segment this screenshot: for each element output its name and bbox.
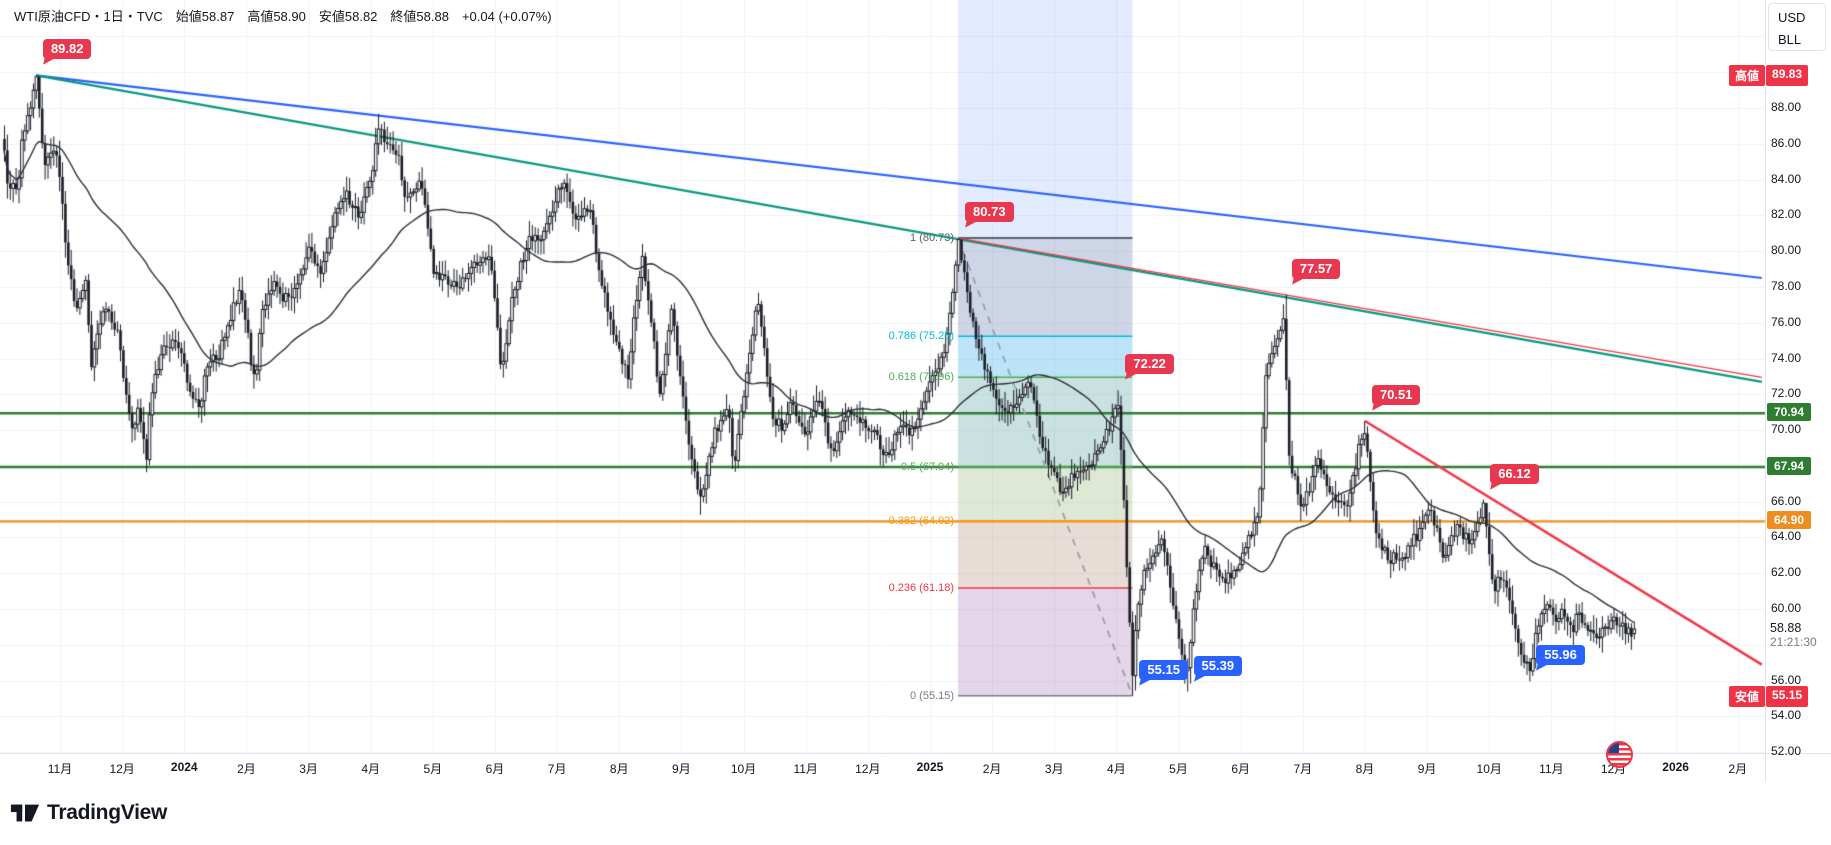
time-tick-label[interactable]: 11月 bbox=[793, 762, 818, 776]
price-tick-label[interactable]: 78.00 bbox=[1771, 278, 1802, 293]
time-tick-label[interactable]: 9月 bbox=[672, 762, 691, 776]
time-tick-label[interactable]: 5月 bbox=[1169, 762, 1188, 776]
axis-price-box-67.94: 67.94 bbox=[1767, 456, 1812, 475]
time-tick-label[interactable]: 3月 bbox=[299, 762, 318, 776]
price-tick-label[interactable]: 54.00 bbox=[1771, 708, 1802, 723]
price-callout-55.96[interactable]: 55.96 bbox=[1536, 645, 1585, 674]
time-tick-label[interactable]: 10月 bbox=[730, 762, 757, 776]
time-tick-label[interactable]: 8月 bbox=[1355, 762, 1375, 776]
symbol-title[interactable]: WTI原油CFD・1日・TVC bbox=[14, 9, 163, 24]
ohlc-low: 安値58.82 bbox=[318, 9, 378, 24]
time-tick-label[interactable]: 4月 bbox=[1107, 762, 1126, 776]
price-callout-55.15[interactable]: 55.15 bbox=[1139, 659, 1188, 688]
price-tick-label[interactable]: 72.00 bbox=[1771, 386, 1802, 401]
axis-price-box-64.90: 64.90 bbox=[1767, 511, 1812, 530]
time-tick-label[interactable]: 12月 bbox=[109, 762, 135, 776]
price-tick-label[interactable]: 52.00 bbox=[1771, 744, 1802, 759]
time-tick-label[interactable]: 5月 bbox=[423, 762, 443, 776]
price-tick-label[interactable]: 80.00 bbox=[1771, 243, 1802, 258]
time-tick-label[interactable]: 12月 bbox=[855, 762, 881, 776]
axis-high-box-tag: 高値 bbox=[1729, 65, 1766, 87]
callout-tail bbox=[1291, 275, 1304, 287]
time-tick-label[interactable]: 9月 bbox=[1417, 762, 1437, 776]
time-tick-label[interactable]: 2月 bbox=[237, 762, 256, 776]
unit-currency: USD bbox=[1778, 10, 1806, 25]
price-callout-89.82[interactable]: 89.82 bbox=[42, 39, 92, 68]
ohlc-high: 高値58.90 bbox=[247, 9, 306, 24]
price-tick-label[interactable]: 74.00 bbox=[1771, 350, 1802, 365]
ohlc-change: +0.04 (+0.07%) bbox=[461, 9, 552, 24]
chart-legend[interactable]: WTI原油CFD・1日・TVC 始値58.87 高値58.90 安値58.82 終値58… bbox=[14, 6, 565, 25]
time-tick-label[interactable]: 3月 bbox=[1044, 762, 1064, 776]
price-tick-label[interactable]: 84.00 bbox=[1771, 171, 1802, 186]
time-tick-label[interactable]: 6月 bbox=[485, 762, 505, 776]
price-tick-label[interactable]: 62.00 bbox=[1771, 565, 1802, 580]
price-tick-label[interactable]: 64.00 bbox=[1771, 529, 1802, 544]
axis-high-box-value: 89.83 bbox=[1766, 65, 1809, 87]
price-tick-label[interactable]: 82.00 bbox=[1771, 207, 1802, 222]
bar-countdown: 21:21:30 bbox=[1770, 635, 1817, 650]
current-price-value: 58.88 bbox=[1770, 621, 1802, 636]
fib-level-label: 0.618 (72.96) bbox=[888, 371, 955, 384]
time-tick-label[interactable]: 2024 bbox=[170, 760, 198, 774]
time-tick-label[interactable]: 2025 bbox=[916, 760, 944, 774]
price-callout-80.73[interactable]: 80.73 bbox=[965, 202, 1014, 231]
price-tick-label[interactable]: 88.00 bbox=[1771, 100, 1802, 114]
fib-level-label: 0.5 (67.94) bbox=[900, 460, 955, 473]
price-callout-70.51[interactable]: 70.51 bbox=[1371, 384, 1421, 414]
axis-low-box-tag: 安値 bbox=[1729, 685, 1766, 707]
price-callout-72.22[interactable]: 72.22 bbox=[1125, 354, 1174, 383]
fib-level-label: 0.786 (75.25) bbox=[888, 330, 955, 343]
axis-low-box: 安値 55.15 bbox=[1729, 685, 1809, 707]
price-tick-label[interactable]: 56.00 bbox=[1771, 672, 1802, 687]
price-unit-box: USD BLL bbox=[1768, 3, 1826, 51]
axis-high-box: 高値 89.83 bbox=[1729, 65, 1809, 87]
flag-event-icon[interactable] bbox=[1606, 741, 1633, 768]
unit-measure: BLL bbox=[1778, 32, 1802, 47]
time-tick-label[interactable]: 7月 bbox=[547, 762, 567, 776]
time-tick-label[interactable]: 11月 bbox=[47, 762, 73, 776]
callout-tail bbox=[1193, 672, 1206, 684]
time-tick-label[interactable]: 6月 bbox=[1231, 762, 1250, 776]
ohlc-close: 終値58.88 bbox=[390, 9, 449, 24]
time-axis-border bbox=[0, 753, 1831, 754]
price-callout-77.57[interactable]: 77.57 bbox=[1291, 258, 1341, 287]
price-tick-label[interactable]: 76.00 bbox=[1771, 314, 1802, 329]
tradingview-logo-icon bbox=[10, 804, 40, 822]
time-tick-label[interactable]: 8月 bbox=[609, 762, 629, 776]
time-tick-label[interactable]: 2月 bbox=[1728, 762, 1748, 776]
price-axis-border bbox=[1765, 0, 1766, 782]
time-tick-label[interactable]: 2026 bbox=[1662, 760, 1689, 774]
tradingview-watermark-text: TradingView bbox=[47, 801, 168, 824]
axis-low-box-value: 55.15 bbox=[1766, 685, 1809, 707]
price-callout-55.39[interactable]: 55.39 bbox=[1193, 655, 1243, 684]
fib-level-label: 1 (80.73) bbox=[909, 232, 955, 245]
axis-price-box-70.94: 70.94 bbox=[1767, 403, 1812, 422]
current-price-label: 58.88 21:21:30 bbox=[1770, 621, 1817, 649]
flag-canton bbox=[1608, 743, 1619, 753]
time-tick-label[interactable]: 10月 bbox=[1476, 762, 1502, 776]
time-tick-label[interactable]: 2月 bbox=[982, 762, 1002, 776]
time-tick-label[interactable]: 7月 bbox=[1293, 762, 1313, 776]
price-tick-label[interactable]: 70.00 bbox=[1771, 422, 1802, 437]
fib-level-label: 0 (55.15) bbox=[909, 689, 955, 702]
tradingview-watermark[interactable]: TradingView bbox=[10, 798, 167, 828]
fib-level-label: 0.236 (61.18) bbox=[888, 581, 955, 594]
fib-level-label: 0.382 (64.92) bbox=[888, 515, 955, 528]
time-tick-label[interactable]: 11月 bbox=[1539, 762, 1564, 776]
ohlc-open: 始値58.87 bbox=[175, 9, 235, 24]
price-callout-66.12[interactable]: 66.12 bbox=[1490, 463, 1539, 492]
time-tick-label[interactable]: 4月 bbox=[361, 762, 381, 776]
price-tick-label[interactable]: 86.00 bbox=[1771, 135, 1802, 150]
price-tick-label[interactable]: 60.00 bbox=[1771, 601, 1802, 616]
price-tick-label[interactable]: 66.00 bbox=[1771, 493, 1802, 508]
